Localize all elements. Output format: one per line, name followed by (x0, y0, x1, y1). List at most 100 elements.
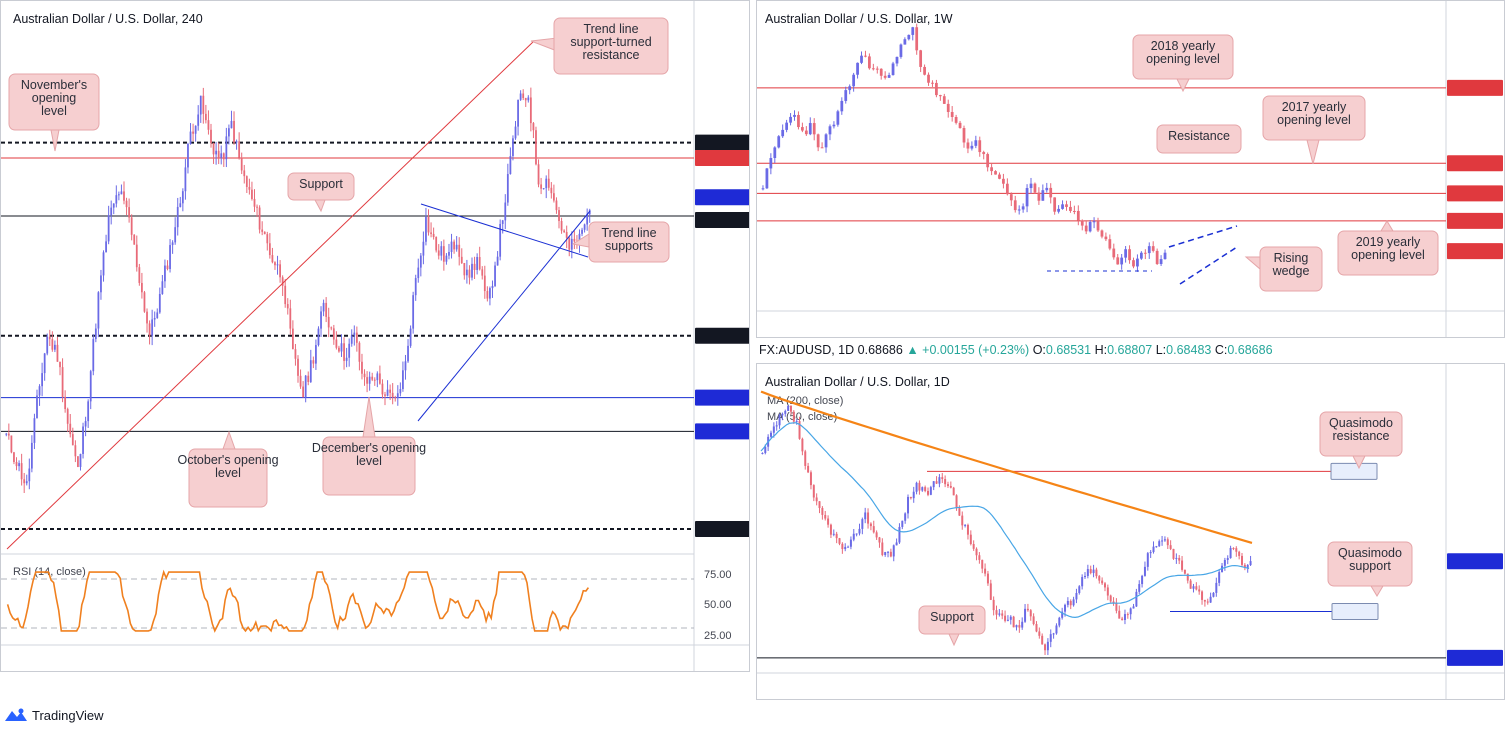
candle-body (215, 150, 218, 155)
daily-low-label: L: (1155, 343, 1167, 357)
candle-body (1017, 209, 1021, 211)
candle-body (240, 157, 243, 171)
candle (133, 234, 136, 245)
candle-body (376, 373, 379, 381)
daily-last: 0.68686 (857, 343, 903, 357)
price-tag-box (1447, 243, 1503, 260)
tradingview-brand[interactable]: TradingView (4, 707, 104, 723)
candle (284, 279, 287, 308)
candle-body (368, 376, 371, 384)
candle-body (1209, 596, 1212, 603)
candle (256, 204, 258, 218)
candle-body (952, 487, 955, 496)
candle (271, 247, 274, 264)
callout-text: October's opening (177, 453, 278, 467)
candle (808, 117, 812, 136)
candle (1076, 205, 1080, 226)
candle-body (954, 116, 958, 123)
candle-body (1223, 559, 1226, 566)
candle-body (1072, 599, 1075, 606)
candle (146, 308, 148, 333)
candle (911, 26, 915, 41)
candle-body (1152, 546, 1155, 553)
candle (442, 239, 445, 271)
candle (1055, 623, 1058, 635)
candle (1084, 221, 1088, 235)
callout-pointer (1244, 256, 1261, 271)
candle-body (92, 339, 95, 372)
daily-chart-title: Australian Dollar / U.S. Dollar, 1D (765, 375, 950, 389)
candle (151, 309, 154, 346)
h4-chart-panel[interactable]: Australian Dollar / U.S. Dollar, 240 Tre… (0, 0, 750, 672)
candle (304, 374, 307, 403)
candle-body (856, 62, 859, 75)
candle-body (210, 129, 212, 144)
candle (972, 540, 975, 551)
candle (338, 345, 340, 353)
candle-body (946, 103, 950, 112)
candle-body (1046, 641, 1049, 651)
callout-text: level (356, 454, 382, 468)
candle (797, 111, 800, 130)
candle-body (918, 482, 921, 491)
candle-body (263, 231, 266, 235)
daily-chart-panel[interactable]: Australian Dollar / U.S. Dollar, 1D MA (… (756, 363, 1505, 700)
candle (166, 260, 169, 271)
candle-body (194, 125, 197, 134)
candle-body (1069, 600, 1072, 606)
candle-body (764, 446, 767, 453)
candle (1096, 217, 1100, 233)
candle-body (435, 237, 438, 251)
callout-text: Quasimodo (1338, 546, 1402, 560)
candle-body (412, 295, 415, 329)
candle-body (281, 277, 284, 286)
weekly-candles (761, 23, 1167, 272)
candle (1065, 200, 1068, 211)
candle (84, 416, 87, 437)
candle-body (355, 332, 358, 343)
ma200-label: MA (200, close) (767, 395, 843, 407)
callout-text: resistance (583, 48, 640, 62)
candle (889, 548, 892, 558)
candle-body (302, 386, 305, 398)
weekly-chart[interactable]: Australian Dollar / U.S. Dollar, 1W 2018… (757, 1, 1504, 337)
candle-body (775, 425, 778, 427)
h4-chart[interactable]: Australian Dollar / U.S. Dollar, 240 Tre… (1, 1, 749, 671)
callout-text: Trend line (601, 226, 656, 240)
candle-body (583, 224, 586, 230)
candle (1104, 232, 1108, 242)
weekly-chart-panel[interactable]: Australian Dollar / U.S. Dollar, 1W 2018… (756, 0, 1505, 338)
candle (975, 547, 978, 561)
candle (38, 384, 41, 406)
candle (228, 124, 230, 145)
candle-body (777, 136, 781, 148)
candle-body (1041, 190, 1045, 201)
candle-body (123, 191, 125, 201)
candle-body (289, 308, 292, 329)
daily-chart[interactable]: Australian Dollar / U.S. Dollar, 1D MA (… (757, 364, 1504, 699)
candle-body (212, 143, 215, 155)
candle-body (1115, 603, 1118, 611)
candle-body (1052, 633, 1055, 635)
candle-body (998, 613, 1001, 615)
rsi-tick-25: 25.00 (704, 630, 732, 642)
candle-body (1104, 236, 1108, 240)
candle (941, 472, 944, 483)
candle (56, 336, 59, 362)
candle (158, 287, 161, 314)
candle-body (286, 304, 289, 309)
candle (212, 142, 215, 164)
candle-body (158, 293, 161, 313)
candle (504, 194, 507, 230)
candle-body (966, 524, 969, 535)
candle-body (1009, 616, 1012, 620)
candle (437, 244, 440, 260)
candle (966, 138, 970, 154)
candle-body (807, 465, 810, 473)
price-tag-box (1330, 462, 1378, 480)
candle-body (904, 513, 907, 521)
candle-body (558, 210, 560, 222)
candle (120, 184, 123, 195)
